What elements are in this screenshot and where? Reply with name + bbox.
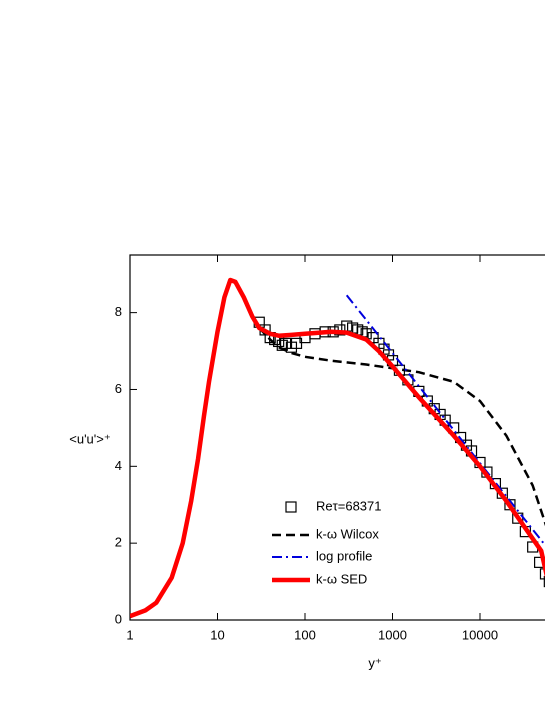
series-line: [130, 277, 545, 619]
x-tick-label: 1: [126, 627, 133, 642]
legend-marker: [285, 501, 297, 513]
x-tick-label: 10: [210, 627, 224, 642]
series-line: [345, 294, 545, 547]
data-point: [543, 575, 545, 588]
data-point: [290, 337, 303, 349]
legend-label: Reτ=68371: [316, 498, 382, 513]
y-tick-label: 8: [115, 304, 122, 319]
x-tick-label: 1000: [378, 627, 407, 642]
plot-area: [130, 277, 545, 619]
x-tick-label: 100: [294, 627, 316, 642]
x-tick-label: 10000: [462, 627, 498, 642]
data-point: [367, 332, 379, 344]
legend-label: k-ω SED: [316, 571, 367, 586]
y-tick-label: 0: [115, 611, 122, 626]
y-tick-label: 2: [115, 535, 122, 550]
data-point: [276, 339, 288, 351]
data-point: [279, 337, 292, 349]
y-tick-label: 4: [115, 458, 122, 473]
x-axis-label: y⁺: [368, 655, 381, 670]
data-point: [539, 568, 545, 580]
legend-label: k-ω Wilcox: [316, 526, 379, 541]
legend-label: log profile: [316, 548, 372, 563]
y-axis-label: <u'u'>⁺: [69, 431, 110, 446]
plot-frame: [129, 254, 545, 621]
y-tick-label: 6: [115, 381, 122, 396]
